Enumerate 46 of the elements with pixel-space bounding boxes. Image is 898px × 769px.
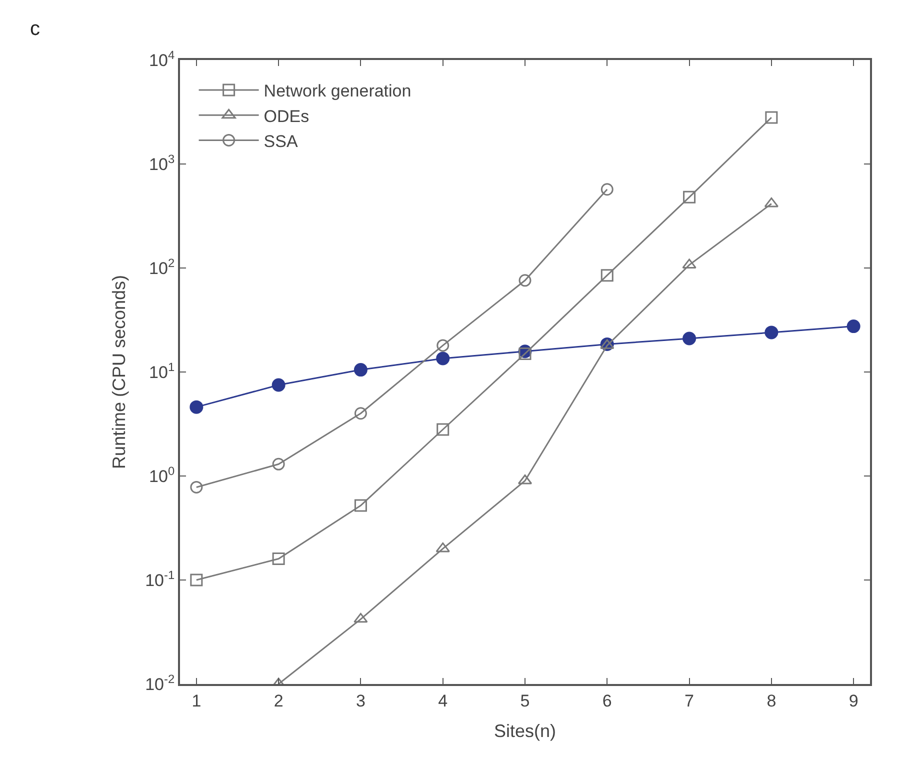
point bbox=[600, 183, 614, 196]
y-tick-label: 10$^{-2}$ bbox=[145, 672, 175, 694]
y-tick-label: 10$^{4}$ bbox=[149, 48, 175, 70]
y-tick-label: 10$^{-1}$ bbox=[145, 568, 175, 590]
x-tick-label: 9 bbox=[848, 691, 858, 710]
text: c bbox=[30, 18, 40, 40]
point bbox=[600, 269, 614, 282]
x-tick-label: 8 bbox=[766, 691, 776, 710]
x-tick-label: 2 bbox=[274, 691, 284, 710]
point bbox=[436, 542, 450, 552]
point bbox=[518, 347, 532, 360]
legend-label: SSA bbox=[264, 132, 298, 151]
point bbox=[354, 499, 367, 512]
point bbox=[764, 326, 778, 340]
legend-label: Network generation bbox=[264, 82, 412, 101]
point bbox=[436, 423, 450, 436]
point bbox=[436, 339, 450, 352]
point bbox=[683, 190, 696, 204]
point bbox=[190, 574, 203, 586]
point bbox=[682, 332, 696, 346]
point bbox=[436, 352, 450, 366]
point bbox=[765, 111, 778, 124]
point bbox=[518, 274, 532, 287]
x-tick-label: 6 bbox=[602, 691, 612, 710]
y-tick-label: 10$^{1}$ bbox=[149, 360, 175, 382]
x-tick-label: 3 bbox=[356, 691, 366, 710]
point bbox=[272, 552, 285, 566]
y-tick-label: 10$^{3}$ bbox=[149, 152, 175, 174]
y-tick-label: 10$^{2}$ bbox=[149, 256, 175, 278]
x-axis-title: Sites(n) bbox=[494, 721, 556, 741]
point bbox=[190, 480, 203, 494]
point bbox=[354, 612, 368, 623]
point bbox=[272, 378, 286, 392]
point bbox=[354, 363, 368, 377]
y-axis-title: Runtime (CPU seconds) bbox=[108, 274, 129, 470]
x-tick-label: 7 bbox=[684, 691, 694, 710]
point bbox=[272, 458, 285, 470]
y-tick-label: 10$^{0}$ bbox=[149, 464, 175, 486]
x-tick-label: 5 bbox=[520, 691, 530, 710]
point bbox=[190, 400, 204, 414]
point bbox=[764, 197, 779, 208]
legend-label: ODEs bbox=[264, 106, 310, 126]
x-tick-label: 1 bbox=[192, 691, 202, 710]
point bbox=[846, 320, 860, 334]
x-tick-label: 4 bbox=[438, 691, 448, 710]
point bbox=[354, 407, 367, 420]
